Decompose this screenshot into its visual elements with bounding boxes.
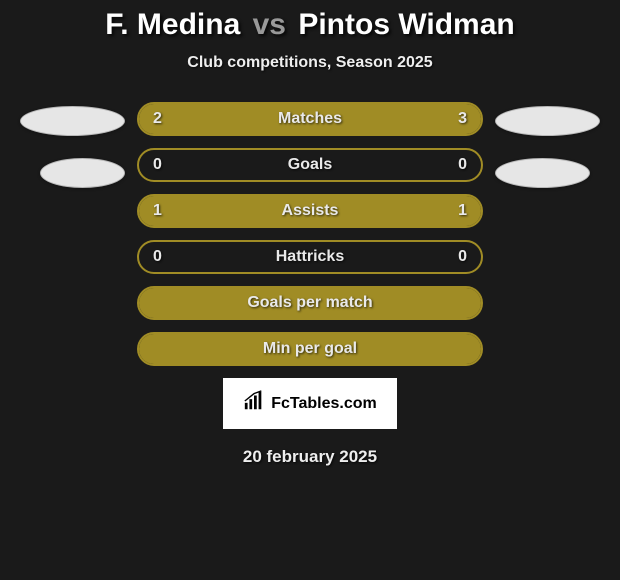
stat-content: 0 Goals 0 [139,150,481,180]
stat-content: 0 Hattricks 0 [139,242,481,272]
stat-bar: 0 Hattricks 0 [137,240,483,274]
stat-bar: 1 Assists 1 [137,194,483,228]
chart-icon [243,390,265,417]
player2-badge-icon [495,106,600,136]
stat-content: 1 Assists 1 [139,196,481,226]
date-text: 20 february 2025 [243,447,377,467]
stat-label: Matches [278,110,342,128]
stat-content: Goals per match [139,288,481,318]
stat-label: Goals [288,156,332,174]
left-badges [20,102,125,188]
player2-name: Pintos Widman [298,8,514,41]
stat-label: Assists [282,202,339,220]
stat-label: Goals per match [247,294,372,312]
player1-badge2-icon [40,158,125,188]
stat-label: Hattricks [276,248,344,266]
player1-name: F. Medina [105,8,240,41]
stat-content: Min per goal [139,334,481,364]
stat-bar: 0 Goals 0 [137,148,483,182]
subtitle: Club competitions, Season 2025 [187,54,432,72]
stat-right-value: 0 [447,156,467,174]
stat-bar: Goals per match [137,286,483,320]
stat-left-value: 0 [153,248,173,266]
stat-right-value: 1 [447,202,467,220]
right-badges [495,102,600,188]
stat-left-value: 0 [153,156,173,174]
player1-badge-icon [20,106,125,136]
logo-text: FcTables.com [271,395,377,413]
stats-area: 2 Matches 3 0 Goals 0 1 Assists 1 0 Hattricks 0 Goal… [0,102,620,366]
player2-badge2-icon [495,158,590,188]
comparison-card: F. Medina vs Pintos Widman Club competit… [0,0,620,580]
stat-right-value: 0 [447,248,467,266]
logo-panel: FcTables.com [223,378,397,429]
vs-separator: vs [253,8,286,41]
stat-left-value: 2 [153,110,173,128]
stat-bars: 2 Matches 3 0 Goals 0 1 Assists 1 0 Hattricks 0 Goal… [137,102,483,366]
stat-bar: 2 Matches 3 [137,102,483,136]
stat-bar: Min per goal [137,332,483,366]
stat-label: Min per goal [263,340,357,358]
stat-right-value: 3 [447,110,467,128]
page-title: F. Medina vs Pintos Widman [105,8,514,42]
stat-content: 2 Matches 3 [139,104,481,134]
stat-left-value: 1 [153,202,173,220]
